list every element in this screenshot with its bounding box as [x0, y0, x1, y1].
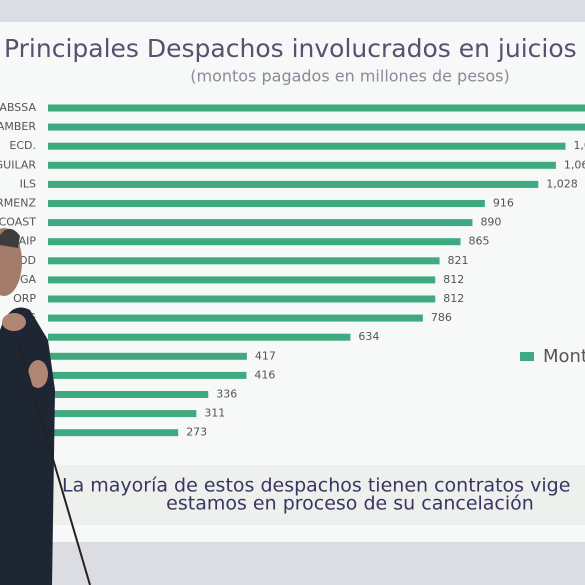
bar [48, 410, 197, 418]
speaker [0, 228, 91, 585]
bar [48, 276, 436, 284]
value-label: 336 [216, 388, 237, 401]
y-tick-label: AMBER [0, 120, 36, 133]
speaker-hand [2, 313, 26, 331]
value-label: 416 [254, 368, 275, 381]
chart-title: Principales Despachos involucrados en ju… [4, 34, 577, 63]
y-tick-label: RMENZ [0, 197, 36, 210]
y-tick-label: GUILAR [0, 158, 36, 171]
footnote: La mayoría de estos despachos tienen con… [62, 475, 570, 497]
bar [48, 429, 179, 437]
bar [48, 161, 556, 169]
bar [48, 219, 473, 227]
bar [48, 142, 566, 150]
y-tick-label: GA [20, 273, 37, 286]
bar [48, 238, 461, 246]
speaker-hair [0, 228, 20, 248]
footnote-band [0, 465, 585, 525]
y-tick-label: COAST [0, 216, 36, 229]
y-tick-label: ILS [20, 177, 36, 190]
bar [48, 180, 539, 188]
value-label: 812 [443, 292, 464, 305]
bar [48, 371, 247, 379]
plot: ABSSA AMBER ECD. 1,085 GUILAR 1,065 ILS 1,028 RM… [0, 101, 585, 439]
y-tick-label: AIP [19, 235, 37, 248]
bar [48, 257, 440, 265]
bar [48, 352, 247, 360]
value-label: 1,065 [564, 158, 585, 171]
bar [48, 333, 351, 341]
value-label: 865 [469, 235, 490, 248]
bar [48, 391, 209, 398]
value-label: 812 [443, 273, 464, 286]
microphone [17, 339, 91, 585]
bar [48, 104, 585, 112]
value-label: 890 [480, 216, 501, 229]
footnote: estamos en proceso de su cancelación [166, 493, 534, 515]
value-label: 634 [358, 330, 379, 343]
bar [48, 200, 485, 207]
value-label: 916 [493, 197, 514, 210]
y-tick-label: OD [19, 254, 36, 267]
y-tick-label: ORP [13, 292, 36, 305]
bar [48, 123, 585, 131]
y-tick-label: ABSSA [0, 101, 36, 114]
value-label: 311 [204, 407, 225, 420]
bar [48, 295, 436, 303]
value-label: 786 [431, 311, 452, 324]
value-label: 273 [186, 426, 207, 439]
chart-subtitle: (montos pagados en millones de pesos) [190, 67, 510, 86]
bar [48, 314, 423, 322]
value-label: 821 [448, 254, 469, 267]
speaker-body [0, 307, 55, 585]
value-label: 417 [255, 349, 276, 362]
speaker-hand [28, 360, 48, 388]
y-tick-label: ECD. [9, 139, 36, 152]
legend-label: Monto [543, 346, 585, 367]
value-label: 1,028 [546, 177, 578, 190]
value-label: 1,085 [573, 139, 585, 152]
legend-swatch [520, 352, 534, 361]
